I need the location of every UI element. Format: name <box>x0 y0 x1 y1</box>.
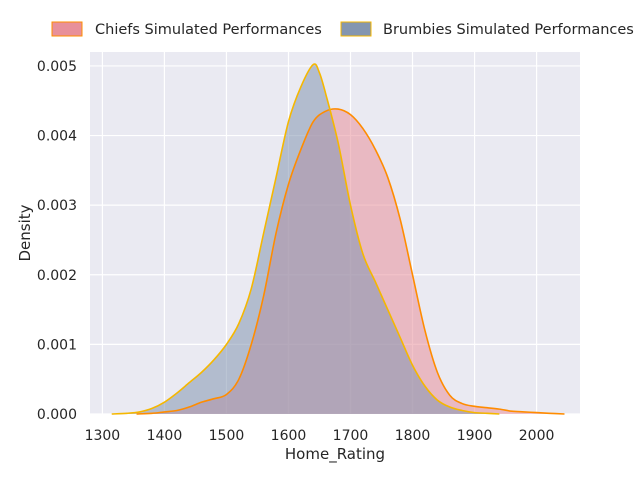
y-tick-label: 0.000 <box>37 407 77 423</box>
x-tick-label: 1700 <box>333 428 369 444</box>
x-tick-label: 1800 <box>395 428 431 444</box>
y-tick-label: 0.001 <box>37 337 77 353</box>
series-area-brumbies <box>111 64 500 415</box>
y-tick-label: 0.005 <box>37 59 77 75</box>
x-axis-title: Home_Rating <box>285 445 385 464</box>
series-line-brumbies <box>111 63 500 415</box>
x-axis: 1300 1400 1500 1600 1700 1800 1900 2000 <box>85 428 555 444</box>
y-axis: 0.000 0.001 0.002 0.003 0.004 0.005 <box>37 59 77 423</box>
legend-swatch-brumbies <box>340 21 372 37</box>
y-axis-title: Density <box>16 204 34 261</box>
series-layer <box>111 63 565 415</box>
legend-label-brumbies: Brumbies Simulated Performances <box>383 22 634 38</box>
x-tick-label: 1900 <box>457 428 493 444</box>
series-line-chiefs <box>136 108 565 415</box>
legend: Chiefs Simulated Performances Brumbies S… <box>51 21 634 38</box>
y-tick-label: 0.002 <box>37 268 77 284</box>
x-tick-label: 1300 <box>85 428 121 444</box>
x-tick-label: 2000 <box>519 428 555 444</box>
legend-swatch-chiefs <box>51 21 83 37</box>
x-tick-label: 1400 <box>147 428 183 444</box>
y-tick-label: 0.003 <box>37 198 77 214</box>
y-tick-label: 0.004 <box>37 129 77 145</box>
x-tick-label: 1600 <box>271 428 307 444</box>
legend-label-chiefs: Chiefs Simulated Performances <box>95 22 322 38</box>
x-tick-label: 1500 <box>209 428 245 444</box>
